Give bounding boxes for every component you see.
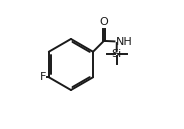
Text: NH: NH xyxy=(116,37,133,47)
Text: Si: Si xyxy=(112,49,122,59)
Text: O: O xyxy=(100,17,108,27)
Text: F: F xyxy=(40,72,47,82)
